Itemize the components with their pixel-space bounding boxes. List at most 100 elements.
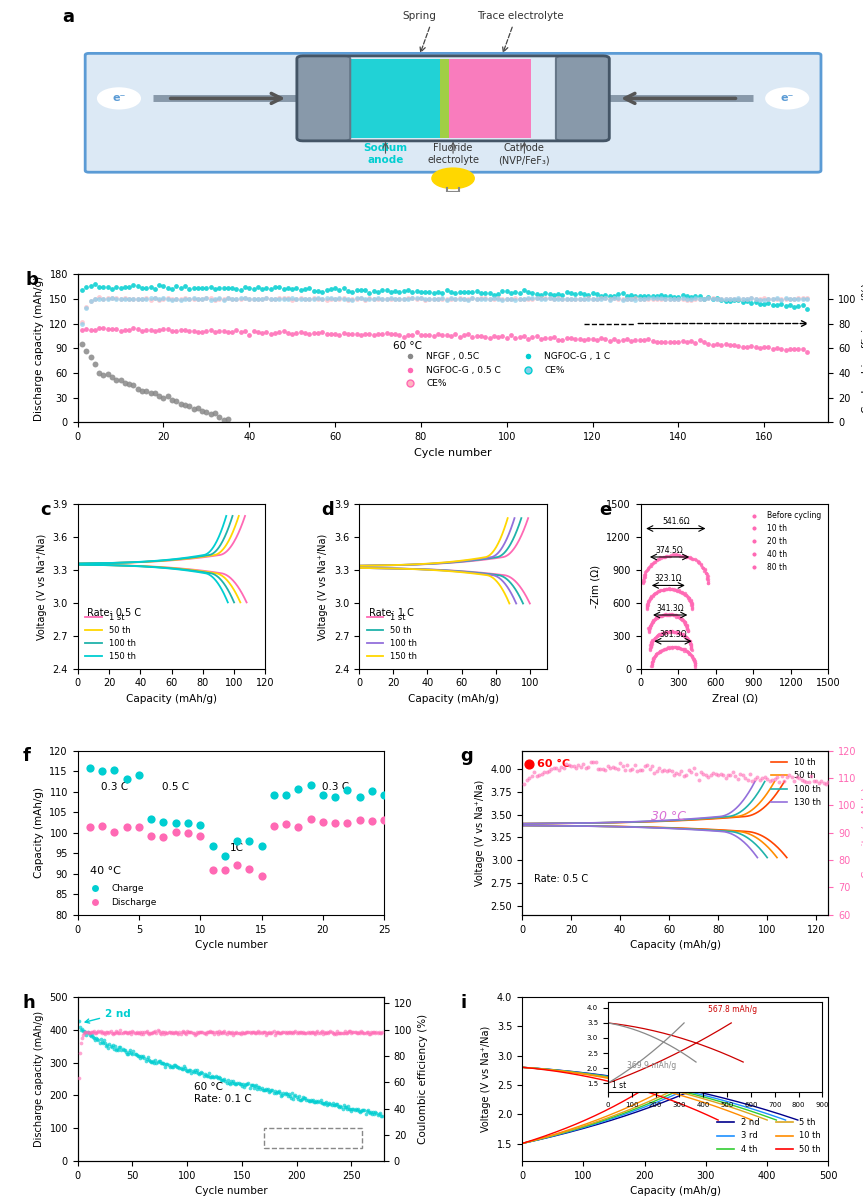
Point [745, 293, 759, 312]
Point [174, 1059, 188, 1078]
Point [633, 290, 646, 309]
Point [292, 818, 306, 837]
Point [217, 861, 231, 880]
Point [465, 288, 479, 308]
Point [212, 1068, 226, 1087]
Point [197, 1067, 211, 1086]
Point [195, 278, 209, 297]
Point [664, 579, 677, 598]
X-axis label: Capacity (mAh/g): Capacity (mAh/g) [630, 940, 721, 950]
Point [482, 290, 496, 309]
Point [104, 1037, 117, 1056]
Point [217, 290, 230, 309]
Point [345, 324, 359, 344]
Point [214, 1022, 228, 1041]
Point [295, 1023, 309, 1043]
Point [551, 290, 565, 309]
Point [103, 1034, 117, 1053]
Point [645, 655, 658, 674]
Point [91, 1021, 105, 1040]
Text: Trace electrolyte: Trace electrolyte [477, 11, 564, 22]
Point [299, 1023, 312, 1043]
Point [375, 1106, 389, 1125]
Point [287, 1023, 300, 1043]
Point [191, 290, 205, 309]
Point [689, 655, 702, 674]
Point [335, 1023, 349, 1043]
Point [681, 620, 695, 639]
Point [340, 814, 354, 833]
Point [237, 1077, 251, 1096]
Point [282, 1022, 296, 1041]
Point [248, 1077, 261, 1096]
Point [657, 606, 671, 625]
Legend: NFGF , 0.5C, NGFOC-G , 0.5 C, CE%, NGFOC-G , 1 C, CE%: NFGF , 0.5C, NGFOC-G , 0.5 C, CE%, NGFOC… [398, 348, 614, 393]
Point [783, 766, 797, 785]
Point [350, 288, 363, 308]
Point [227, 1023, 241, 1043]
Point [237, 1023, 251, 1043]
Point [186, 290, 200, 309]
Point [109, 1040, 123, 1059]
Point [658, 604, 672, 624]
Point [365, 1023, 379, 1043]
Point [108, 1023, 122, 1043]
Point [158, 1022, 172, 1041]
Point [114, 288, 128, 308]
Point [281, 323, 295, 342]
Point [222, 1022, 236, 1041]
Point [732, 288, 746, 308]
Point [465, 288, 479, 308]
Point [547, 285, 561, 304]
Text: 361.3Ω: 361.3Ω [659, 630, 687, 639]
Point [427, 288, 441, 308]
Point [637, 290, 651, 309]
Point [478, 290, 492, 309]
Point [672, 608, 686, 627]
Point [169, 814, 183, 833]
Point [99, 1037, 113, 1056]
Point [245, 1022, 259, 1041]
Point [290, 1087, 304, 1106]
Point [238, 288, 252, 308]
Point [353, 788, 367, 807]
Point [173, 395, 187, 414]
Point [677, 612, 691, 631]
Y-axis label: Discharge capacity (mAh/g): Discharge capacity (mAh/g) [34, 275, 44, 421]
Point [186, 1062, 199, 1081]
Point [152, 290, 166, 309]
Point [641, 288, 655, 308]
Point [248, 1023, 261, 1043]
Point [295, 1089, 309, 1108]
Point [397, 281, 411, 300]
Point [654, 286, 668, 305]
Point [199, 288, 213, 308]
Point [758, 767, 772, 786]
Point [144, 826, 158, 845]
Point [667, 332, 681, 351]
Point [199, 403, 213, 423]
Point [294, 1022, 308, 1041]
Point [156, 813, 170, 832]
Point [358, 281, 372, 300]
Point [534, 329, 548, 348]
Point [306, 1022, 320, 1041]
Point [715, 290, 728, 309]
Point [487, 327, 501, 346]
Point [573, 288, 587, 308]
Point [114, 321, 128, 340]
Point [272, 1082, 286, 1101]
Point [165, 1022, 179, 1041]
Point [380, 290, 394, 309]
Point [667, 606, 681, 625]
Point [401, 288, 415, 308]
Point [677, 546, 691, 565]
Point [123, 1023, 137, 1043]
Point [341, 290, 355, 309]
Point [303, 1090, 317, 1110]
Point [654, 606, 668, 625]
Point [201, 1022, 215, 1041]
Point [239, 1075, 253, 1094]
Point [675, 609, 689, 628]
Point [247, 290, 261, 309]
